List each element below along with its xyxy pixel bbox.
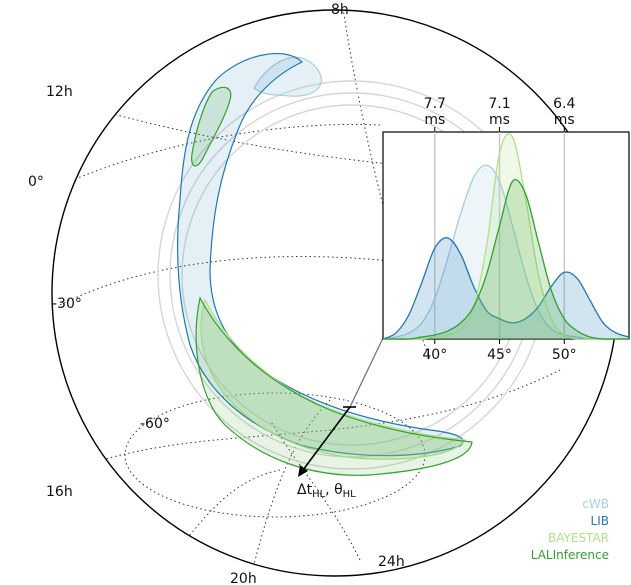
inset-line-bayestar: [383, 133, 629, 340]
ra-label-20h: 20h: [230, 571, 257, 585]
region-LALInference: [195, 296, 473, 476]
arc-annotation: ΔtHL, θHL: [297, 337, 384, 500]
ra-label-16h: 16h: [46, 484, 73, 500]
ra-label-12h: 12h: [46, 84, 73, 100]
inset-connector: [349, 337, 384, 408]
legend-entry-cwb: cWB: [582, 497, 609, 511]
inset-area-lalinference: [383, 179, 629, 340]
dec-label-minus60: -60°: [140, 416, 170, 432]
arc-annotation-label: ΔtHL, θHL: [297, 482, 356, 500]
inset-x-tick-label-0: 40°: [422, 347, 447, 363]
inset-area-bayestar: [383, 133, 629, 340]
arc-arrow-head: [298, 465, 308, 477]
inset-area-lib: [383, 237, 629, 339]
ra-line-12h: [62, 99, 461, 171]
dec-label-0: 0°: [28, 174, 44, 190]
legend-entry-bayestar: BAYESTAR: [548, 531, 609, 545]
inset-top-tick-value-1: 7.1: [488, 96, 510, 112]
arc-annotation-main: Δt: [297, 482, 313, 498]
ra-label-8h: 8h: [331, 2, 349, 18]
legend-entry-lalinference: LALInference: [531, 548, 609, 562]
probability-regions: [177, 52, 473, 476]
dec-line-0: [52, 124, 381, 209]
inset-top-tick-value-0: 7.7: [424, 96, 446, 112]
region-cWB: [253, 56, 322, 97]
inset-top-tick-value-2: 6.4: [553, 96, 575, 112]
dec-label-minus30: -30°: [52, 296, 82, 312]
ra-line-16h: [52, 369, 561, 481]
ra-line-24h: [269, 419, 361, 561]
region-LALInference-north: [191, 86, 232, 167]
legend: cWB LIB BAYESTAR LALInference: [531, 497, 609, 562]
inset-x-tick-label-1: 45°: [487, 347, 512, 363]
inset-top-tick-unit-0: ms: [424, 112, 445, 128]
inset-top-tick-unit-2: ms: [554, 112, 575, 128]
inset-line-lalinference: [383, 179, 629, 340]
sky-labels: 8h 12h 16h 20h 24h 0° -30° -60°: [28, 2, 405, 585]
inset-area-cwb: [383, 165, 629, 340]
arc-annotation-sub1: HL: [312, 489, 326, 500]
ra-label-24h: 24h: [378, 554, 405, 570]
region-BAYESTAR: [200, 298, 467, 460]
arc-annotation-sep: , θ: [325, 482, 342, 498]
inset-line-lib: [382, 237, 630, 340]
arc-arrow-line: [302, 406, 351, 471]
inset-frame: [382, 131, 630, 340]
inset-x-tick-label-2: 50°: [552, 347, 577, 363]
arc-annotation-sub2: HL: [343, 489, 357, 500]
legend-entry-lib: LIB: [591, 514, 609, 528]
inset-top-tick-unit-1: ms: [489, 112, 510, 128]
dec-line-minus30: [59, 256, 401, 306]
region-LIB: [177, 52, 464, 457]
